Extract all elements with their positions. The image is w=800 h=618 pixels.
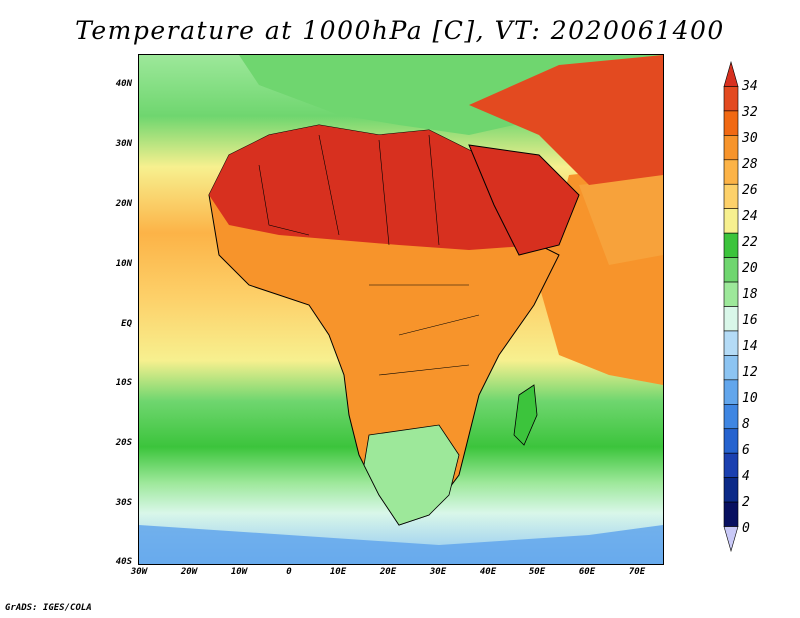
colorbar-label: 2 xyxy=(742,495,750,510)
lat-label: 20S xyxy=(115,438,132,448)
lon-label: 40E xyxy=(479,567,497,577)
lat-label: 30S xyxy=(115,498,132,508)
lon-label: 0 xyxy=(286,567,292,577)
lat-label: 10N xyxy=(115,259,132,269)
lon-label: 30E xyxy=(429,567,447,577)
colorbar-label: 0 xyxy=(742,521,750,536)
lon-label: 10W xyxy=(230,567,248,577)
lon-label: 50E xyxy=(528,567,546,577)
colorbar-label: 4 xyxy=(742,469,750,484)
lon-label: 20E xyxy=(379,567,397,577)
colorbar-label: 6 xyxy=(742,443,750,458)
colorbar-segment xyxy=(723,452,739,478)
colorbar-label: 24 xyxy=(742,209,758,224)
colorbar-segment xyxy=(723,257,739,283)
colorbar-segment xyxy=(723,183,739,210)
lon-label: 30W xyxy=(130,567,148,577)
colorbar-segment xyxy=(723,403,739,430)
colorbar-label: 34 xyxy=(742,79,758,94)
colorbar-label: 22 xyxy=(742,235,758,250)
arabia-peninsula xyxy=(468,144,580,256)
colorbar-segment xyxy=(723,526,739,553)
map-title: Temperature at 1000hPa [C], VT: 20200614… xyxy=(75,16,725,45)
arabian-sea-warm xyxy=(579,175,663,265)
colorbar-segment xyxy=(723,232,739,258)
colorbar-segment xyxy=(723,86,739,112)
sahara-hot-zone xyxy=(209,125,539,250)
colorbar-segment xyxy=(723,60,739,87)
colorbar-label: 18 xyxy=(742,287,758,302)
colorbar-segment xyxy=(723,281,739,307)
madagascar xyxy=(513,384,538,446)
colorbar-label: 32 xyxy=(742,105,758,120)
grads-credit: GrADS: IGES/COLA xyxy=(5,603,92,613)
lat-label: 10S xyxy=(115,378,132,388)
lon-label: 70E xyxy=(628,567,646,577)
colorbar-label: 28 xyxy=(742,157,758,172)
southern-africa-cool xyxy=(363,424,460,526)
colorbar xyxy=(723,60,739,553)
colorbar-segment xyxy=(723,208,739,234)
lon-label: 20W xyxy=(180,567,198,577)
colorbar-segment xyxy=(723,477,739,503)
lat-label: EQ xyxy=(121,319,132,329)
colorbar-segment xyxy=(723,330,739,356)
colorbar-label: 26 xyxy=(742,183,758,198)
colorbar-segment xyxy=(723,110,739,136)
colorbar-label: 8 xyxy=(742,417,750,432)
colorbar-segment xyxy=(723,501,739,527)
colorbar-label: 30 xyxy=(742,131,758,146)
colorbar-label: 12 xyxy=(742,365,758,380)
lon-label: 10E xyxy=(329,567,347,577)
colorbar-label: 20 xyxy=(742,261,758,276)
lon-label: 60E xyxy=(578,567,596,577)
colorbar-label: 14 xyxy=(742,339,758,354)
lat-label: 40S xyxy=(115,557,132,567)
lat-label: 40N xyxy=(115,79,132,89)
southern-ocean-cold xyxy=(139,525,663,564)
colorbar-segment xyxy=(723,306,739,332)
colorbar-segment xyxy=(723,379,739,405)
colorbar-label: 10 xyxy=(742,391,758,406)
temperature-map xyxy=(138,54,664,565)
lat-label: 30N xyxy=(115,139,132,149)
lat-label: 20N xyxy=(115,199,132,209)
colorbar-label: 16 xyxy=(742,313,758,328)
colorbar-segment xyxy=(723,159,739,185)
colorbar-segment xyxy=(723,135,739,161)
colorbar-segment xyxy=(723,355,739,381)
middle-east-hot xyxy=(469,55,663,185)
colorbar-segment xyxy=(723,428,739,454)
